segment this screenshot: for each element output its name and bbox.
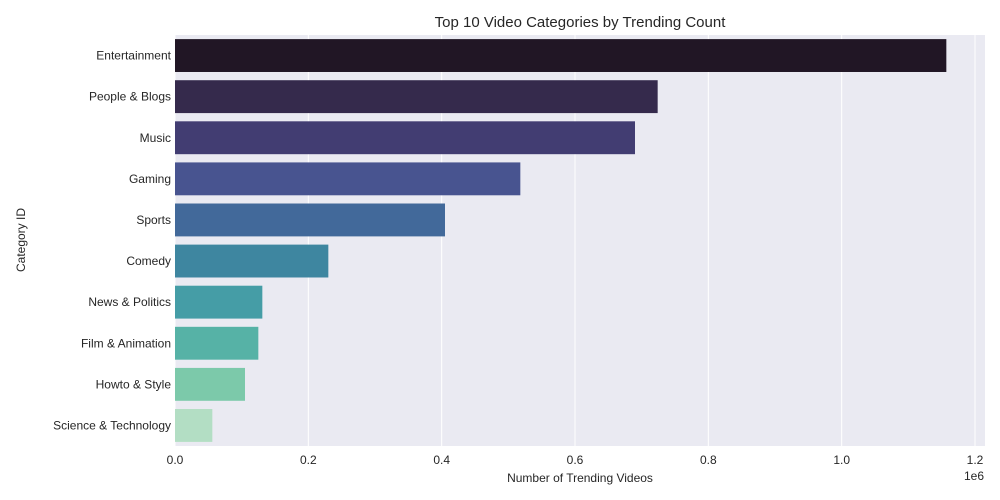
- bar: [175, 121, 635, 155]
- y-tick-label: People & Blogs: [89, 90, 171, 104]
- y-tick-label: Comedy: [126, 254, 171, 268]
- y-tick-label: Howto & Style: [96, 377, 172, 391]
- bar: [175, 39, 947, 72]
- y-tick-label: Science & Technology: [53, 418, 171, 432]
- x-tick-label: 1.0: [833, 453, 850, 467]
- y-tick-label: Film & Animation: [81, 336, 171, 350]
- chart-title: Top 10 Video Categories by Trending Coun…: [435, 14, 727, 31]
- y-tick-label: News & Politics: [88, 295, 171, 309]
- bar: [175, 409, 213, 442]
- x-axis-label: Number of Trending Videos: [507, 471, 653, 485]
- bar: [175, 326, 259, 360]
- bars: [175, 39, 947, 442]
- x-tick-label: 0.8: [700, 453, 717, 467]
- x-tick-labels: 0.0 0.2 0.4 0.6 0.8 1.0 1.2: [167, 453, 984, 467]
- x-tick-label: 0.6: [567, 453, 584, 467]
- x-tick-label: 1.2: [967, 453, 984, 467]
- bar: [175, 80, 658, 114]
- x-tick-label: 0.0: [167, 453, 184, 467]
- y-axis-label: Category ID: [14, 208, 28, 272]
- x-tick-label: 0.4: [433, 453, 450, 467]
- bar: [175, 162, 521, 196]
- x-offset-label: 1e6: [964, 469, 984, 483]
- y-tick-label: Gaming: [129, 172, 171, 186]
- bar: [175, 244, 329, 278]
- y-tick-labels: Entertainment People & Blogs Music Gaming Sp…: [53, 49, 172, 433]
- y-tick-label: Entertainment: [96, 49, 171, 63]
- y-tick-label: Sports: [136, 213, 171, 227]
- bar: [175, 203, 445, 237]
- bar: [175, 285, 263, 319]
- x-tick-label: 0.2: [300, 453, 317, 467]
- bar: [175, 367, 245, 401]
- y-tick-label: Music: [140, 131, 171, 145]
